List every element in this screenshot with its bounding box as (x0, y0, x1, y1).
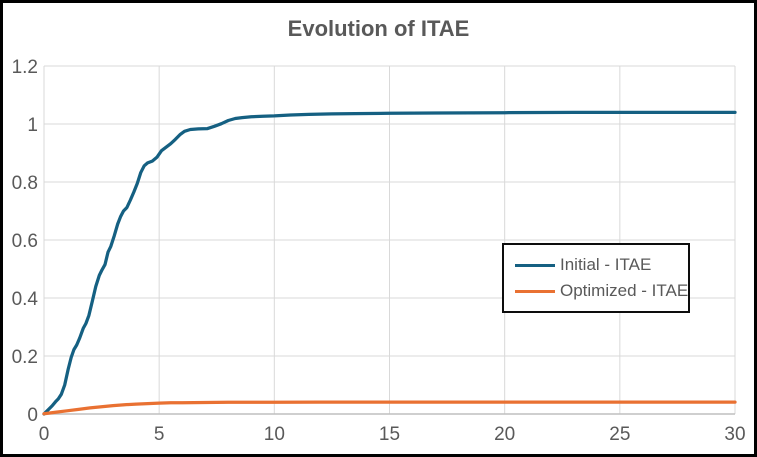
y-tick-label: 0.4 (12, 289, 39, 310)
chart-title[interactable]: Evolution of ITAE (287, 16, 470, 41)
legend-item-optimized[interactable]: Optimized - ITAE (515, 281, 688, 301)
plot-area: 0 5 10 15 20 25 30 0 0.2 0.4 0.6 0.8 1 1.2 (12, 57, 746, 445)
y-tick-label: 0.2 (12, 347, 38, 368)
legend[interactable]: Initial - ITAE Optimized - ITAE (502, 243, 690, 313)
y-tick-label: 1 (27, 115, 38, 136)
x-tick-label: 5 (154, 424, 165, 445)
series-line-optimized[interactable] (42, 400, 737, 416)
y-tick-label: 0.6 (12, 231, 38, 252)
optimized-series-line-icon (515, 289, 555, 293)
y-tick-label: 0 (27, 405, 38, 426)
y-tick-label: 0.8 (12, 173, 38, 194)
x-tick-label: 10 (264, 424, 285, 445)
series-line-initial[interactable] (42, 110, 737, 416)
x-tick-label: 30 (724, 424, 745, 445)
x-tick-label: 20 (494, 424, 515, 445)
y-tick-label: 1.2 (12, 57, 38, 78)
x-tick-label: 15 (379, 424, 400, 445)
x-tick-label: 25 (609, 424, 630, 445)
x-tick-label: 0 (39, 424, 50, 445)
legend-label-optimized: Optimized - ITAE (560, 281, 689, 300)
legend-item-initial[interactable]: Initial - ITAE (515, 255, 680, 275)
initial-series-line-icon (515, 263, 555, 267)
legend-label-initial: Initial - ITAE (560, 255, 652, 274)
